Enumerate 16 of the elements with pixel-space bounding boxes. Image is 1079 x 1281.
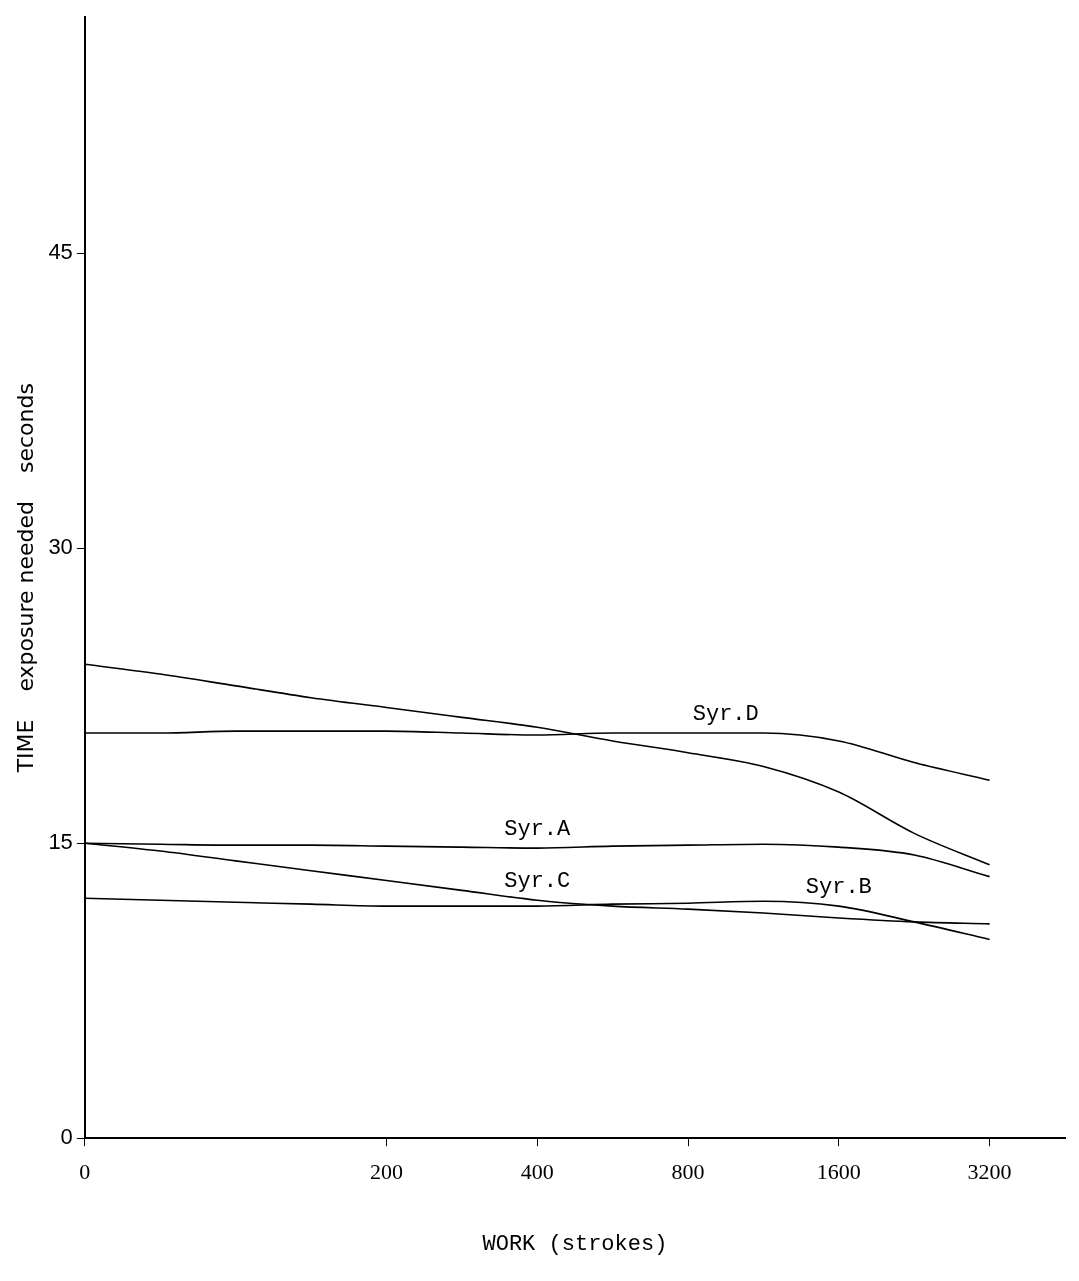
series-label: Syr.D — [692, 701, 759, 727]
y-tick-label: 15 — [48, 829, 73, 855]
x-tick-label: 800 — [671, 1159, 705, 1185]
x-tick-label: 400 — [520, 1159, 554, 1185]
x-tick-label: 3200 — [967, 1159, 1012, 1185]
y-tick-label: 30 — [48, 534, 73, 560]
y-axis-title: TIME exposure needed seconds — [12, 383, 38, 774]
x-tick-label: 0 — [79, 1159, 91, 1185]
y-tick-label: 0 — [60, 1124, 73, 1150]
x-axis-title: WORK (strokes) — [482, 1231, 668, 1257]
series-label: Syr.B — [805, 874, 872, 900]
x-tick-label: 1600 — [816, 1159, 861, 1185]
x-tick-label: 200 — [369, 1159, 403, 1185]
series-label: Syr.A — [504, 816, 572, 842]
y-tick-label: 45 — [48, 239, 73, 265]
series-label: Syr.C — [504, 869, 571, 895]
